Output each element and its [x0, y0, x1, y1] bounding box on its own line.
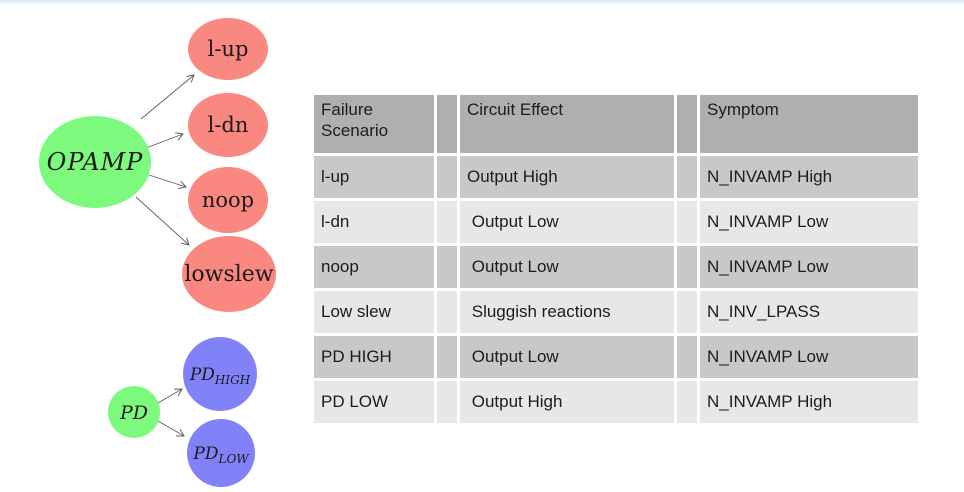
node-opamp	[39, 116, 151, 208]
table-row: PD LOW Output High N_INVAMP High	[314, 381, 918, 423]
node-noop	[188, 167, 268, 233]
edge-opamp-lup	[140, 75, 194, 120]
edge-opamp-ldn	[145, 134, 183, 149]
table-header-row: Failure Scenario Circuit Effect Symptom	[314, 95, 918, 153]
spacer-cell	[677, 291, 697, 333]
table-row: Low slew Sluggish reactions N_INV_LPASS	[314, 291, 918, 333]
spacer-cell	[437, 95, 457, 153]
cell-failure-scenario: l-up	[314, 156, 434, 198]
node-pd-low-label: PDLOW	[192, 444, 250, 466]
spacer-cell	[437, 336, 457, 378]
cell-symptom: N_INVAMP Low	[700, 201, 918, 243]
fault-tree-diagram: OPAMP l-up l-dn noop lowslew PD PDHIGH P…	[39, 18, 276, 487]
node-l-up	[188, 18, 268, 80]
cell-symptom: N_INVAMP High	[700, 381, 918, 423]
edge-opamp-lowslew	[135, 196, 189, 245]
cell-failure-scenario: l-dn	[314, 201, 434, 243]
table-row: l-up Output High N_INVAMP High	[314, 156, 918, 198]
window-top-edge	[0, 0, 964, 6]
spacer-cell	[677, 156, 697, 198]
cell-failure-scenario: noop	[314, 246, 434, 288]
spacer-cell	[677, 336, 697, 378]
node-lowslew	[182, 236, 276, 312]
node-opamp-label: OPAMP	[47, 148, 144, 176]
edge-opamp-noop	[148, 174, 186, 187]
node-pd-high-label: PDHIGH	[189, 365, 251, 387]
spacer-cell	[437, 156, 457, 198]
spacer-cell	[437, 201, 457, 243]
spacer-cell	[677, 246, 697, 288]
cell-failure-scenario: PD LOW	[314, 381, 434, 423]
node-pd-label: PD	[119, 402, 148, 424]
cell-failure-scenario: Low slew	[314, 291, 434, 333]
table-row: PD HIGH Output Low N_INVAMP Low	[314, 336, 918, 378]
cell-symptom: N_INVAMP High	[700, 156, 918, 198]
cell-circuit-effect: Output High	[460, 156, 674, 198]
cell-symptom: N_INVAMP Low	[700, 336, 918, 378]
node-pd	[108, 386, 160, 438]
table-row: l-dn Output Low N_INVAMP Low	[314, 201, 918, 243]
failure-symptom-table: Failure Scenario Circuit Effect Symptom …	[311, 92, 921, 426]
header-failure-scenario: Failure Scenario	[314, 95, 434, 153]
cell-circuit-effect: Output High	[460, 381, 674, 423]
spacer-cell	[677, 381, 697, 423]
header-symptom: Symptom	[700, 95, 918, 153]
node-pd-high	[183, 337, 257, 411]
spacer-cell	[437, 381, 457, 423]
node-l-dn	[188, 93, 268, 157]
spacer-cell	[437, 291, 457, 333]
header-circuit-effect: Circuit Effect	[460, 95, 674, 153]
cell-circuit-effect: Output Low	[460, 336, 674, 378]
cell-failure-scenario: PD HIGH	[314, 336, 434, 378]
table-row: noop Output Low N_INVAMP Low	[314, 246, 918, 288]
cell-circuit-effect: Sluggish reactions	[460, 291, 674, 333]
edge-pd-pdhigh	[157, 389, 182, 404]
node-l-up-label: l-up	[208, 37, 249, 61]
cell-symptom: N_INVAMP Low	[700, 246, 918, 288]
spacer-cell	[677, 201, 697, 243]
node-pd-low	[187, 419, 255, 487]
spacer-cell	[437, 246, 457, 288]
node-l-dn-label: l-dn	[208, 113, 249, 137]
edge-pd-pdlow	[157, 420, 184, 436]
cell-circuit-effect: Output Low	[460, 201, 674, 243]
cell-circuit-effect: Output Low	[460, 246, 674, 288]
node-noop-label: noop	[202, 188, 254, 212]
cell-symptom: N_INV_LPASS	[700, 291, 918, 333]
spacer-cell	[677, 95, 697, 153]
node-lowslew-label: lowslew	[184, 262, 273, 287]
